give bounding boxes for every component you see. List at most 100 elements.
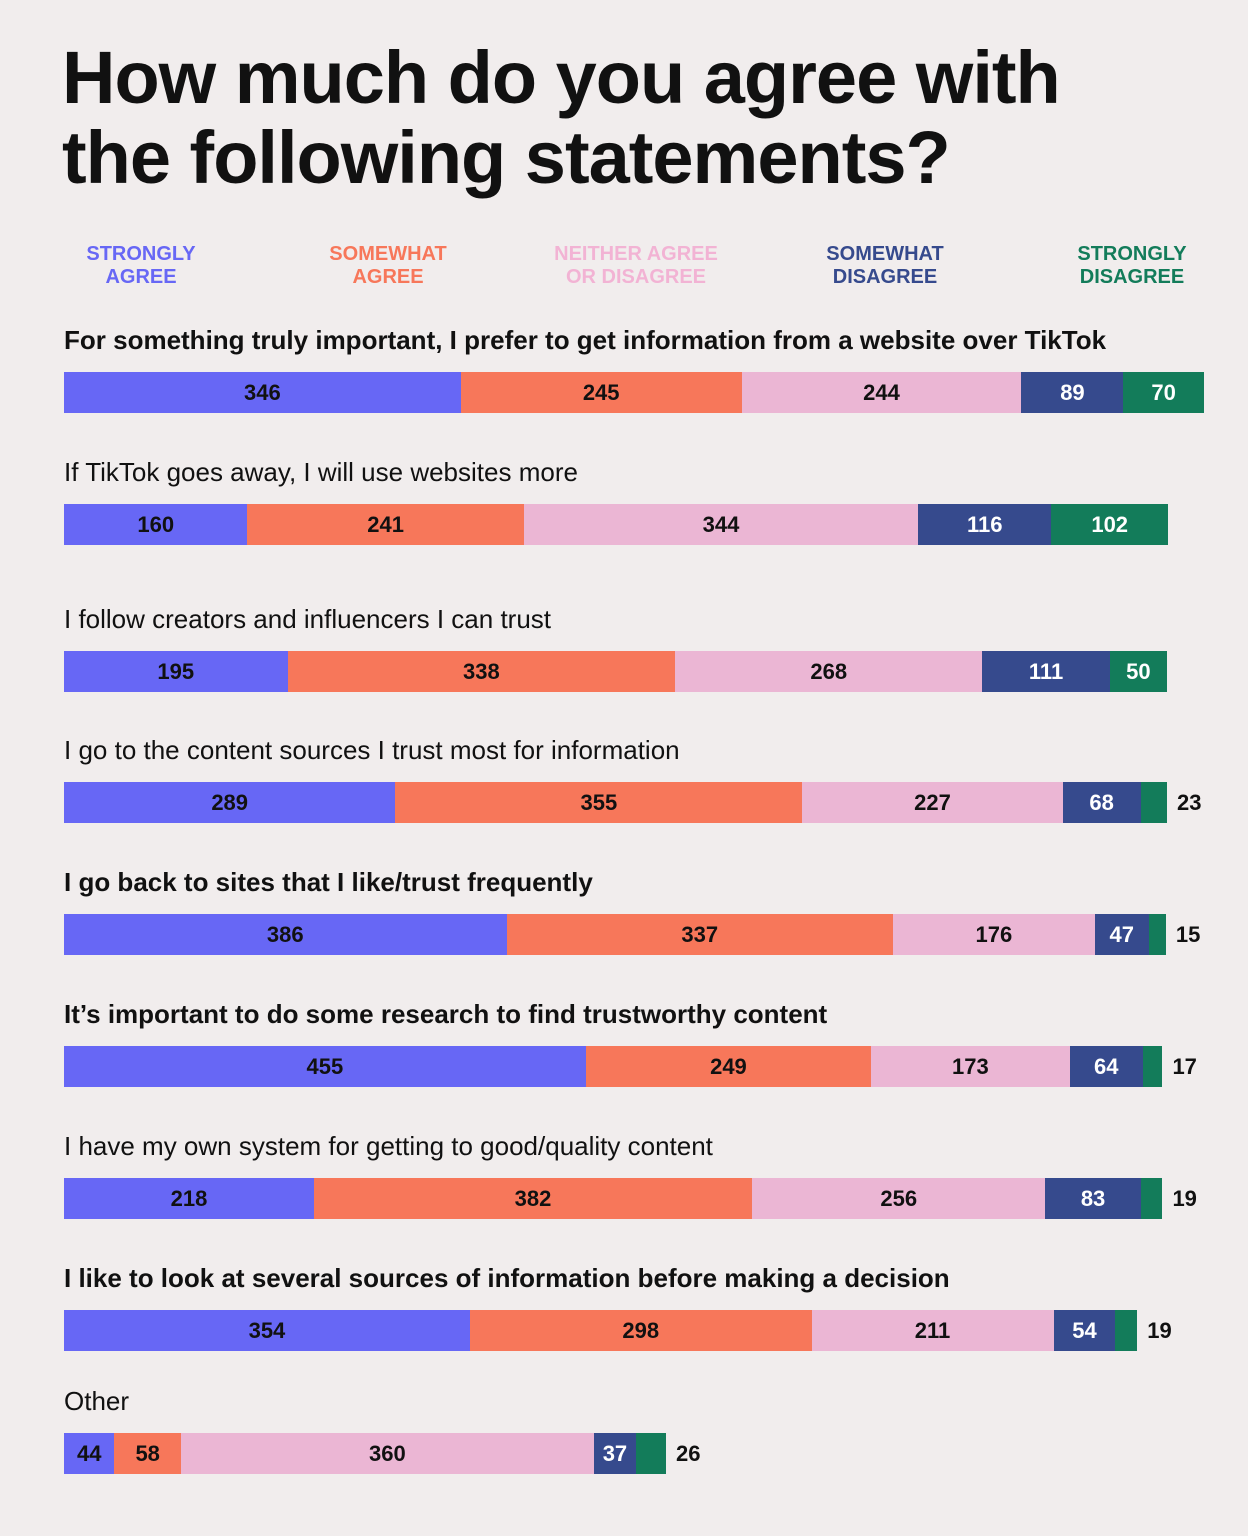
bar-segment: 382 bbox=[313, 1178, 752, 1219]
data-label: 218 bbox=[170, 1185, 208, 1211]
legend-item: SOMEWHAT DISAGREE bbox=[775, 243, 995, 289]
data-label-outside: 19 bbox=[1147, 1317, 1172, 1343]
bar-segment: 355 bbox=[395, 782, 803, 823]
bar-segment bbox=[1148, 914, 1166, 955]
legend-item: STRONGLY DISAGREE bbox=[1022, 243, 1242, 289]
data-label: 360 bbox=[368, 1440, 406, 1466]
bar-segment: 50 bbox=[1109, 651, 1168, 692]
legend-item: SOMEWHAT AGREE bbox=[278, 243, 498, 289]
bar-segment: 344 bbox=[523, 504, 919, 545]
data-label: 256 bbox=[880, 1185, 918, 1211]
bar-segment: 227 bbox=[802, 782, 1063, 823]
legend-label-line: STRONGLY bbox=[1077, 243, 1187, 265]
bar-segment: 244 bbox=[741, 372, 1022, 413]
data-label-outside: 23 bbox=[1177, 789, 1202, 815]
bar-segment: 176 bbox=[892, 914, 1095, 955]
statement-label: For something truly important, I prefer … bbox=[64, 325, 1107, 355]
legend-label-line: OR DISAGREE bbox=[565, 266, 707, 288]
data-label: 47 bbox=[1109, 921, 1134, 947]
data-label: 83 bbox=[1080, 1185, 1106, 1211]
chart-row: I have my own system for getting to good… bbox=[0, 1131, 1248, 1251]
data-label: 64 bbox=[1094, 1053, 1119, 1079]
bar-segment: 47 bbox=[1094, 914, 1149, 955]
bar-segment: 160 bbox=[64, 504, 248, 545]
legend-label-line: NEITHER AGREE bbox=[554, 243, 718, 265]
bar-segment: 54 bbox=[1053, 1310, 1116, 1351]
bar-segment: 195 bbox=[64, 651, 288, 692]
data-label: 249 bbox=[710, 1053, 747, 1079]
bar-segment: 70 bbox=[1123, 372, 1204, 413]
chart-row: I like to look at several sources of inf… bbox=[0, 1263, 1248, 1383]
bar-segment: 37 bbox=[593, 1433, 637, 1474]
bar-segment: 173 bbox=[871, 1046, 1070, 1087]
data-label: 455 bbox=[306, 1053, 344, 1079]
data-label: 346 bbox=[244, 379, 281, 405]
bar-segment: 386 bbox=[64, 914, 507, 955]
legend-label-line: DISAGREE bbox=[1079, 266, 1185, 288]
chart-row: For something truly important, I prefer … bbox=[0, 325, 1248, 445]
chart-row: I go to the content sources I trust most… bbox=[0, 735, 1248, 855]
data-label: 54 bbox=[1072, 1317, 1097, 1343]
legend-item: NEITHER AGREE OR DISAGREE bbox=[526, 243, 746, 289]
data-label: 298 bbox=[622, 1317, 660, 1343]
legend-label-line: AGREE bbox=[105, 266, 177, 288]
bar-segment: 298 bbox=[469, 1310, 812, 1351]
statement-label: I follow creators and influencers I can … bbox=[64, 604, 552, 634]
bar-segment: 68 bbox=[1062, 782, 1141, 823]
bar-segment: 64 bbox=[1069, 1046, 1143, 1087]
data-label: 386 bbox=[266, 921, 304, 947]
chart-row: I follow creators and influencers I can … bbox=[0, 604, 1248, 724]
bar-segment bbox=[1115, 1310, 1138, 1351]
chart-row: I go back to sites that I like/trust fre… bbox=[0, 867, 1248, 987]
data-label: 173 bbox=[952, 1053, 989, 1079]
chart-title: How much do you agree with the following… bbox=[62, 36, 1061, 199]
data-label: 68 bbox=[1089, 789, 1114, 815]
legend-label-line: AGREE bbox=[352, 266, 424, 288]
legend-label-line: STRONGLY bbox=[86, 243, 196, 265]
data-label: 50 bbox=[1126, 658, 1151, 684]
legend: STRONGLY AGREE SOMEWHAT AGREE NEITHER AGREE O… bbox=[0, 243, 1248, 293]
statement-label: It’s important to do some research to fi… bbox=[64, 999, 828, 1029]
chart-row: Other 44 58 360 37 26 bbox=[0, 1386, 1248, 1506]
bar-segment: 256 bbox=[751, 1178, 1046, 1219]
bar-segment: 249 bbox=[585, 1046, 872, 1087]
data-label: 338 bbox=[462, 658, 500, 684]
legend-item: STRONGLY AGREE bbox=[31, 243, 251, 289]
bar-segment: 44 bbox=[64, 1433, 115, 1474]
data-label: 245 bbox=[582, 379, 620, 405]
statement-label: I go to the content sources I trust most… bbox=[64, 735, 680, 765]
bar-segment: 116 bbox=[918, 504, 1052, 545]
bar-segment: 83 bbox=[1045, 1178, 1141, 1219]
statement-label: I like to look at several sources of inf… bbox=[64, 1263, 950, 1293]
data-label-outside: 17 bbox=[1172, 1053, 1197, 1079]
data-label: 37 bbox=[602, 1440, 628, 1466]
data-label: 244 bbox=[863, 379, 900, 405]
bar-segment: 337 bbox=[506, 914, 893, 955]
bar-segment bbox=[636, 1433, 666, 1474]
data-label: 241 bbox=[367, 511, 404, 537]
bar-segment: 268 bbox=[675, 651, 983, 692]
bar-segment: 89 bbox=[1021, 372, 1124, 413]
bar-segment: 289 bbox=[64, 782, 396, 823]
bar-segment: 218 bbox=[64, 1178, 314, 1219]
data-label: 344 bbox=[702, 511, 740, 537]
bar-segment: 245 bbox=[460, 372, 742, 413]
data-label: 58 bbox=[135, 1440, 160, 1466]
statement-label: Other bbox=[64, 1386, 130, 1416]
bar-segment bbox=[1140, 782, 1168, 823]
bar-segment bbox=[1142, 1046, 1163, 1087]
legend-label-line: SOMEWHAT bbox=[329, 243, 447, 265]
data-label: 102 bbox=[1091, 511, 1129, 537]
data-label: 111 bbox=[1028, 658, 1064, 684]
data-label: 211 bbox=[914, 1317, 951, 1343]
bar-segment: 211 bbox=[811, 1310, 1054, 1351]
data-label-outside: 15 bbox=[1175, 921, 1201, 947]
bar-segment: 241 bbox=[247, 504, 524, 545]
data-label: 116 bbox=[966, 511, 1003, 537]
bar-segment: 455 bbox=[64, 1046, 586, 1087]
bar-segment: 338 bbox=[287, 651, 676, 692]
chart-row: If TikTok goes away, I will use websites… bbox=[0, 457, 1248, 577]
legend-label-line: DISAGREE bbox=[832, 266, 938, 288]
bar-segment: 354 bbox=[64, 1310, 470, 1351]
data-label: 160 bbox=[137, 511, 175, 537]
